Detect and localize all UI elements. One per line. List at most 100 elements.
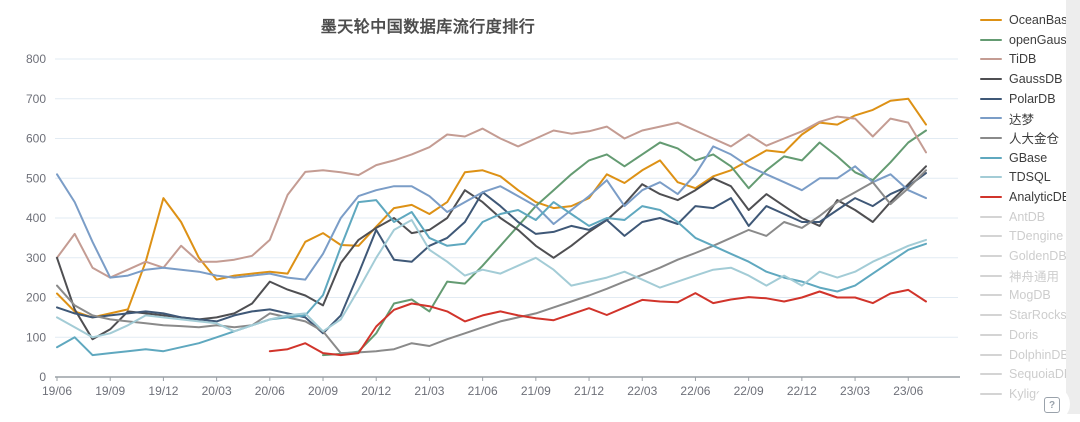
legend-label: TDSQL — [1009, 170, 1051, 185]
legend-line-swatch — [980, 255, 1002, 258]
legend-label: GBase — [1009, 150, 1048, 165]
legend-label: PolarDB — [1009, 91, 1056, 106]
legend-item-TDengine[interactable]: TDengine — [980, 227, 1066, 247]
chart-title: 墨天轮中国数据库流行度排行 — [320, 19, 536, 36]
legend-line-swatch — [980, 156, 1002, 159]
legend-label: TDengine — [1009, 229, 1064, 244]
svg-text:400: 400 — [26, 211, 46, 225]
legend-item-TDSQL[interactable]: TDSQL — [980, 168, 1066, 188]
series-line-OceanBase — [56, 97, 927, 319]
svg-text:21/09: 21/09 — [521, 384, 551, 398]
series-line-GBase — [56, 199, 927, 357]
svg-text:19/09: 19/09 — [95, 384, 125, 398]
legend-label: TiDB — [1009, 52, 1037, 67]
legend-label: MogDB — [1009, 288, 1051, 303]
x-axis-labels: 19/06 19/09 19/12 20/03 20/06 20/09 20/12 21/03… — [42, 384, 924, 398]
series-line-达梦 — [56, 145, 927, 281]
legend-line-swatch — [980, 176, 1002, 179]
series-line-PolarDB — [56, 172, 927, 335]
legend-item-StarRocks[interactable]: StarRocks — [980, 305, 1067, 325]
legend-label: openGauss — [1009, 32, 1073, 47]
legend-item-神舟通用[interactable]: 神舟通用 — [980, 266, 1066, 286]
svg-text:22/09: 22/09 — [734, 384, 764, 398]
legend-label: 神舟通用 — [1009, 270, 1060, 285]
svg-text:700: 700 — [26, 92, 46, 106]
legend-label: GaussDB — [1009, 71, 1063, 86]
legend-label: DolphinDB — [1009, 347, 1069, 362]
svg-text:200: 200 — [26, 291, 46, 305]
page-background-strip — [1066, 0, 1080, 414]
legend-item-AnalyticDB[interactable]: AnalyticDB — [980, 187, 1070, 207]
svg-text:19/06: 19/06 — [42, 384, 72, 398]
legend-label: OceanBase — [1009, 12, 1075, 27]
svg-text:0: 0 — [39, 370, 46, 384]
legend-line-swatch — [980, 215, 1002, 218]
legend-item-OceanBase[interactable]: OceanBase — [980, 10, 1074, 30]
help-button[interactable]: ? — [1034, 386, 1070, 422]
legend-label: AntDB — [1009, 209, 1046, 224]
legend-line-swatch — [980, 58, 1002, 61]
legend-line-swatch — [980, 235, 1002, 238]
svg-text:20/12: 20/12 — [361, 384, 391, 398]
legend-line-swatch — [980, 294, 1002, 297]
legend-item-openGauss[interactable]: openGauss — [980, 30, 1073, 50]
y-gridlines — [55, 58, 958, 338]
legend-item-GaussDB[interactable]: GaussDB — [980, 69, 1066, 89]
legend-item-SequoiaDB[interactable]: SequoiaDB — [980, 364, 1072, 384]
y-axis-labels: 0 100 200 300 400 500 600 700 800 — [26, 52, 46, 384]
series-line-TiDB — [56, 115, 927, 279]
svg-text:22/06: 22/06 — [680, 384, 710, 398]
legend-label: 达梦 — [1009, 112, 1035, 127]
legend-item-PolarDB[interactable]: PolarDB — [980, 89, 1066, 109]
legend-line-swatch — [980, 274, 1002, 277]
legend-item-GoldenDB[interactable]: GoldenDB — [980, 246, 1067, 266]
legend-line-swatch — [980, 77, 1002, 80]
legend-line-swatch — [980, 97, 1002, 100]
legend-item-Doris[interactable]: Doris — [980, 325, 1066, 345]
svg-text:21/06: 21/06 — [468, 384, 498, 398]
legend-line-swatch — [980, 373, 1002, 376]
legend-label: Doris — [1009, 327, 1039, 342]
svg-text:19/12: 19/12 — [148, 384, 178, 398]
legend-item-AntDB[interactable]: AntDB — [980, 207, 1066, 227]
svg-text:100: 100 — [26, 330, 46, 344]
series-line-AnalyticDB — [268, 288, 927, 357]
series-line-人大金仓 — [56, 169, 927, 355]
question-mark-icon: ? — [1044, 397, 1060, 413]
svg-text:600: 600 — [26, 132, 46, 146]
legend-line-swatch — [980, 353, 1002, 356]
legend-item-达梦[interactable]: 达梦 — [980, 108, 1066, 128]
legend-label: 人大金仓 — [1009, 132, 1060, 147]
legend-label: AnalyticDB — [1009, 190, 1071, 205]
legend-line-swatch — [980, 117, 1002, 120]
x-axis — [55, 376, 960, 381]
svg-text:21/03: 21/03 — [414, 384, 444, 398]
legend-label: StarRocks — [1009, 308, 1067, 323]
legend-line-swatch — [980, 136, 1002, 139]
chart-legend: OceanBase openGauss TiDB GaussDB PolarDB 达梦人大… — [980, 10, 1074, 404]
svg-text:23/06: 23/06 — [893, 384, 923, 398]
legend-line-swatch — [980, 314, 1002, 317]
legend-item-人大金仓[interactable]: 人大金仓 — [980, 128, 1066, 148]
legend-line-swatch — [980, 196, 1002, 199]
svg-text:800: 800 — [26, 52, 46, 66]
svg-text:22/03: 22/03 — [627, 384, 657, 398]
series-line-TDSQL — [56, 219, 927, 339]
series-lines — [56, 97, 927, 357]
legend-item-GBase[interactable]: GBase — [980, 148, 1066, 168]
svg-text:20/06: 20/06 — [255, 384, 285, 398]
series-line-openGauss — [322, 129, 927, 357]
legend-line-swatch — [980, 333, 1002, 336]
legend-line-swatch — [980, 18, 1002, 21]
legend-item-DolphinDB[interactable]: DolphinDB — [980, 345, 1069, 365]
svg-text:22/12: 22/12 — [787, 384, 817, 398]
legend-item-MogDB[interactable]: MogDB — [980, 286, 1066, 306]
legend-line-swatch — [980, 392, 1002, 395]
legend-label: GoldenDB — [1009, 249, 1067, 264]
svg-text:23/03: 23/03 — [840, 384, 870, 398]
legend-label: SequoiaDB — [1009, 367, 1073, 382]
svg-text:21/12: 21/12 — [574, 384, 604, 398]
legend-item-TiDB[interactable]: TiDB — [980, 49, 1066, 69]
